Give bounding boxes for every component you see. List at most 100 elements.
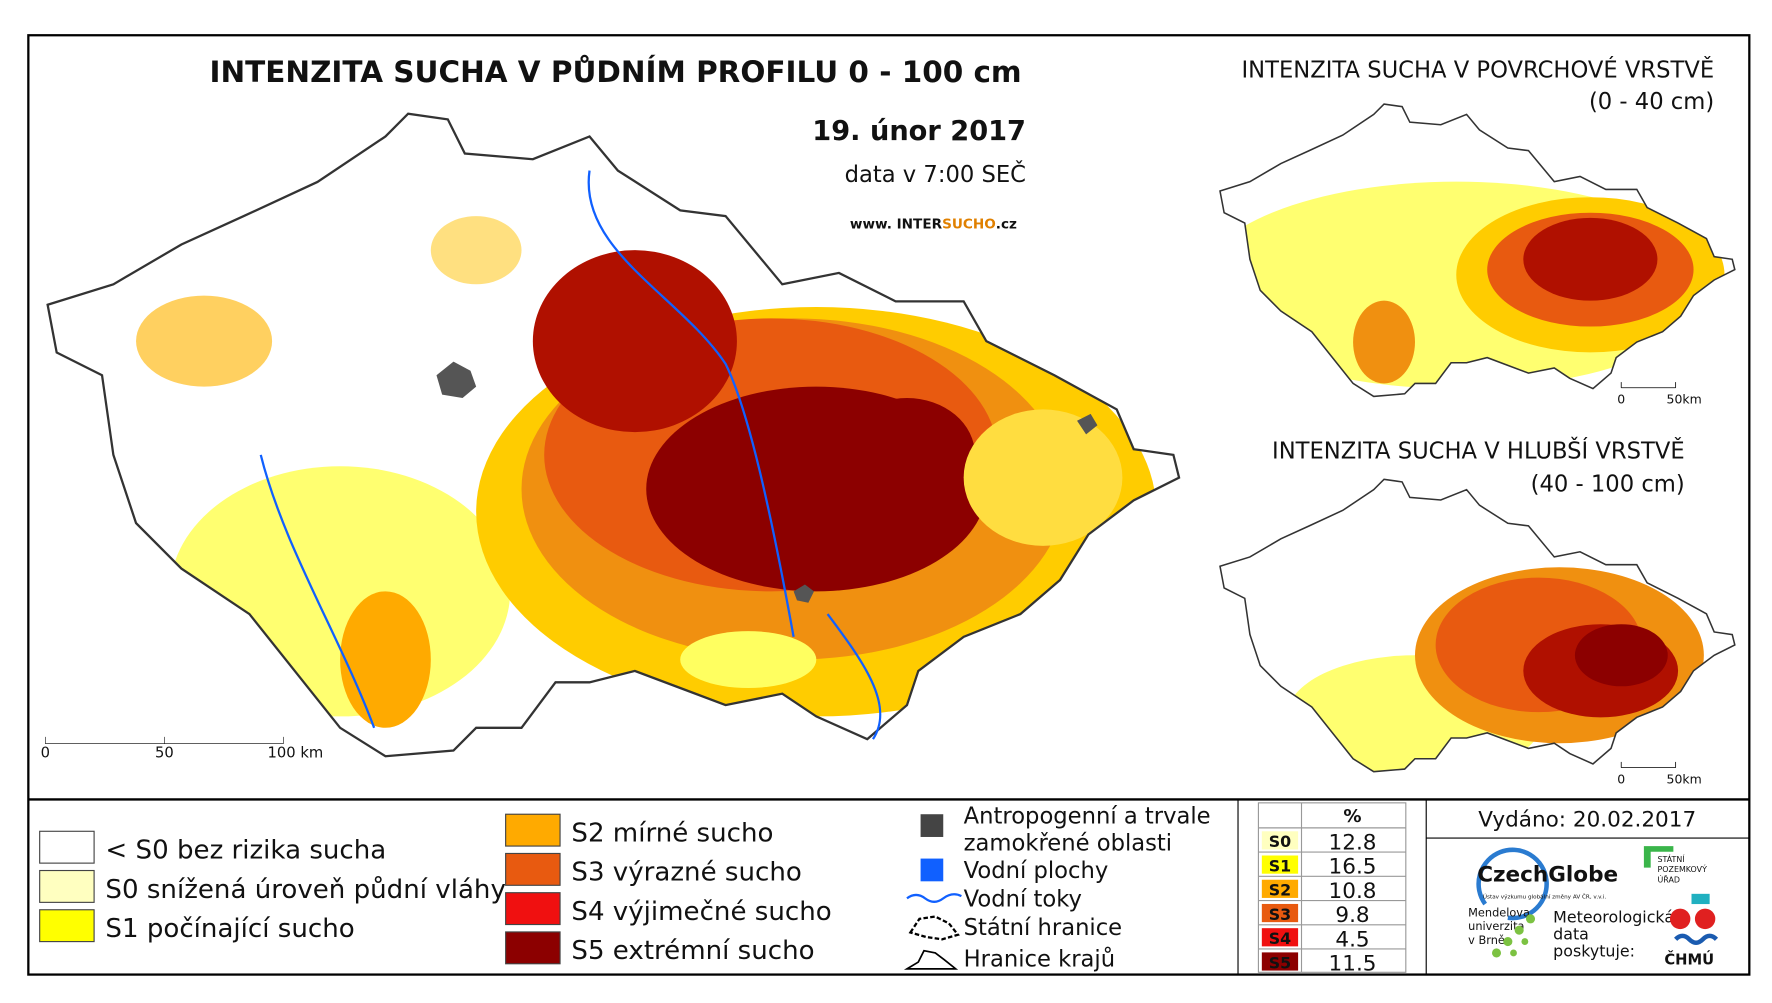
inset-title: INTENZITA SUCHA V POVRCHOVÉ VRSTVĚ (1242, 55, 1715, 83)
layer-icons (903, 814, 962, 970)
website-part: SUCHO (942, 217, 996, 233)
table-header: % (1343, 806, 1361, 827)
map-shape (1643, 846, 1674, 868)
inset-subtitle: (40 - 100 cm) (1531, 471, 1685, 497)
logo-spu-line: STÁTNÍ (1657, 853, 1685, 864)
layer-label: Antropogenní a trvale (964, 803, 1211, 829)
table-code: S2 (1269, 881, 1291, 900)
map-shape (136, 295, 273, 387)
scale-label: 0 (1617, 772, 1625, 787)
legend-swatch (505, 852, 561, 886)
table-code-cell (1261, 879, 1299, 898)
scale-label: 50 (155, 744, 174, 761)
table-value: 11.5 (1329, 952, 1377, 977)
map-shape (1514, 925, 1524, 935)
table-value: 10.8 (1329, 879, 1377, 904)
map-shape (1574, 624, 1668, 687)
legend-swatch (505, 931, 561, 965)
table-code-cell (1261, 928, 1299, 947)
table-code-cell (1261, 952, 1299, 971)
map-shape (1491, 948, 1502, 958)
table-value: 9.8 (1335, 903, 1369, 928)
website: www. INTERSUCHO.cz (850, 217, 1017, 233)
website-part: www. INTER (850, 217, 943, 233)
map-shape (903, 949, 959, 970)
legend-label: S3 výrazné sucho (571, 858, 801, 888)
map-shape (436, 361, 477, 399)
map-shape (906, 893, 962, 903)
layer-label: zamokřené oblasti (964, 831, 1172, 857)
layer-label: Hranice krajů (964, 946, 1115, 973)
legend-swatch (39, 830, 95, 864)
map-shape (430, 216, 522, 285)
table-code-cell (1261, 903, 1299, 923)
map-shape (1523, 217, 1658, 301)
website-part: .cz (996, 217, 1017, 233)
logo-chmu: ČHMÚ (1664, 950, 1714, 968)
stats-table: % S0 12.8 S1 16.5 S2 10.8 S3 9.8 S4 4.5 S5 11.5 (1257, 802, 1407, 977)
table-value: 4.5 (1335, 927, 1369, 952)
legend-swatch (39, 869, 95, 903)
logo-czechglobe: CzechGlobe (1477, 862, 1618, 887)
table-frame (1257, 802, 1407, 973)
logo-meteo-line: data (1553, 924, 1589, 943)
map-shape (1620, 761, 1677, 769)
inset-subtitle: (0 - 40 cm) (1589, 89, 1714, 115)
map-shape (532, 250, 737, 433)
map-shape (920, 858, 944, 882)
table-code: S4 (1269, 929, 1291, 948)
map-shape (1669, 908, 1691, 930)
logo-meteo-line: Meteorologická (1553, 907, 1674, 926)
map-shape (45, 736, 284, 745)
logo-spu-line: ÚŘAD (1657, 873, 1680, 884)
table-code-cell (1261, 831, 1299, 850)
logo-meteo-line: poskytuje: (1553, 941, 1635, 960)
date: 19. únor 2017 (812, 116, 1026, 147)
map-shape (1510, 949, 1517, 957)
logo-mendel-line: Mendelova (1468, 906, 1530, 920)
logos: CzechGlobe Ústav výzkumu globální změny … (1468, 846, 1719, 968)
scale-label: 0 (1617, 392, 1625, 407)
scale-label: 100 km (268, 744, 324, 761)
table-code: S1 (1269, 856, 1291, 875)
legend-swatch (505, 813, 561, 847)
map-shape (920, 814, 944, 837)
logo-mendel-line: v Brně (1468, 933, 1505, 947)
logo-spu-line: POZEMKOVÝ (1657, 863, 1707, 874)
map-shape (680, 631, 817, 688)
map-shape (838, 398, 975, 512)
layer-label: Státní hranice (964, 915, 1122, 941)
map-shape (1476, 847, 1549, 921)
legend-label: S2 mírné sucho (571, 818, 773, 848)
map-shape (259, 170, 882, 740)
legend-label: S5 extrémní sucho (571, 936, 814, 966)
legend-swatch (505, 892, 561, 926)
layer-label: Vodní toky (964, 886, 1082, 912)
legend-label: < S0 bez rizika sucha (105, 836, 386, 866)
legend-label: S0 snížená úroveň půdní vláhy (105, 875, 505, 905)
map-shape (1503, 937, 1513, 947)
legend-swatch (39, 909, 95, 943)
map-shape (1674, 933, 1719, 945)
table-value: 12.8 (1329, 830, 1377, 855)
map-shape (908, 915, 960, 941)
legend-label: S1 počínající sucho (105, 914, 354, 944)
issued: Vydáno: 20.02.2017 (1478, 808, 1696, 833)
table-value: 16.5 (1329, 855, 1377, 880)
legend: < S0 bez rizika sucha S0 snížená úroveň p… (39, 813, 832, 966)
map-shape (340, 591, 431, 728)
legend-label: S4 výjimečné sucho (571, 897, 831, 927)
main-map: 0 50 100 km (41, 112, 1181, 761)
map-shape (136, 216, 1157, 728)
scale-label: 50km (1667, 772, 1702, 787)
map-shape (963, 409, 1123, 546)
scale-label: 0 (41, 744, 50, 761)
layer-label: Vodní plochy (964, 858, 1109, 884)
logo-sub: Ústav výzkumu globální změny AV ČR, v.v.… (1483, 893, 1606, 900)
data-time: data v 7:00 SEČ (845, 160, 1026, 188)
